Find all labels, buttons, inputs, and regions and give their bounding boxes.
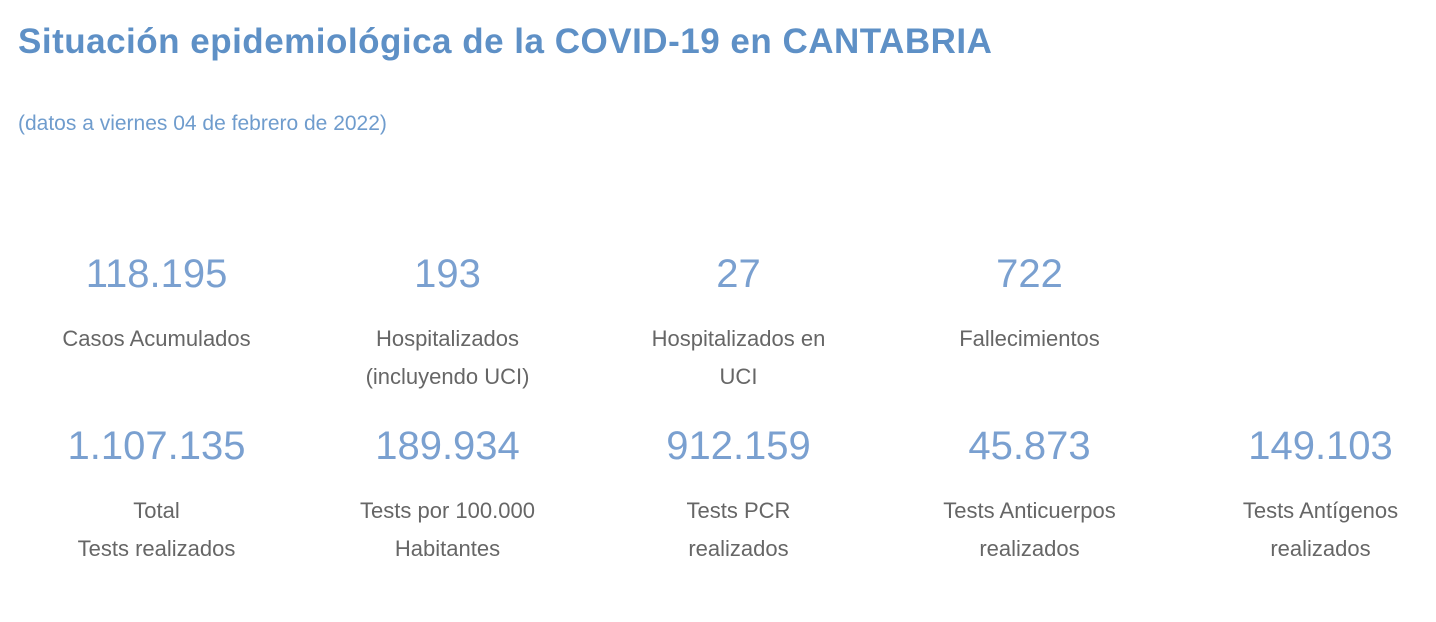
- stat-label: Tests PCR realizados: [593, 492, 884, 568]
- stat-label-line1: Tests por 100.000: [360, 498, 535, 524]
- stat-card-hospitalizados-uci: 27 Hospitalizados en UCI: [593, 252, 884, 396]
- stat-value: 189.934: [375, 424, 520, 469]
- page-subtitle: (datos a viernes 04 de febrero de 2022): [18, 112, 387, 136]
- stat-label: Tests Antígenos realizados: [1175, 492, 1436, 568]
- stat-label: Fallecimientos: [884, 320, 1175, 396]
- stat-label-line2: realizados: [688, 536, 789, 562]
- stat-label-line1: Tests Antígenos: [1242, 498, 1399, 524]
- stat-label-line2: [11, 358, 302, 396]
- stat-label: Casos Acumulados: [11, 320, 302, 396]
- stat-label-line2: Habitantes: [394, 536, 501, 562]
- stat-label-line2: UCI: [719, 364, 758, 390]
- stat-value: 45.873: [968, 424, 1091, 469]
- stat-label: Tests Anticuerpos realizados: [884, 492, 1175, 568]
- stat-card-tests-pcr: 912.159 Tests PCR realizados: [593, 424, 884, 568]
- stat-label: Hospitalizados (incluyendo UCI): [302, 320, 593, 396]
- stat-value: 912.159: [666, 424, 811, 469]
- stat-value: 1.107.135: [67, 424, 246, 469]
- stat-card-total-tests: 1.107.135 Total Tests realizados: [11, 424, 302, 568]
- stat-value: 118.195: [85, 252, 228, 297]
- stats-row-1: 118.195 Casos Acumulados 193 Hospitaliza…: [11, 252, 1436, 396]
- stat-card-tests-100000: 189.934 Tests por 100.000 Habitantes: [302, 424, 593, 568]
- stat-label-line1: Fallecimientos: [959, 326, 1100, 352]
- stat-label-line1: Casos Acumulados: [62, 326, 251, 352]
- stat-label-line1: Hospitalizados: [375, 326, 520, 352]
- stat-label-line2: [884, 358, 1175, 396]
- stat-label: Tests por 100.000 Habitantes: [302, 492, 593, 568]
- stats-section: 118.195 Casos Acumulados 193 Hospitaliza…: [0, 252, 1436, 568]
- stat-label-line2: realizados: [979, 536, 1080, 562]
- stat-card-tests-antigenos: 149.103 Tests Antígenos realizados: [1175, 424, 1436, 568]
- stat-value: 149.103: [1248, 424, 1393, 469]
- stat-card-fallecimientos: 722 Fallecimientos: [884, 252, 1175, 396]
- stat-card-casos-acumulados: 118.195 Casos Acumulados: [11, 252, 302, 396]
- stat-label-line1: Tests Anticuerpos: [943, 498, 1116, 524]
- stat-card-tests-anticuerpos: 45.873 Tests Anticuerpos realizados: [884, 424, 1175, 568]
- stat-label-line2: realizados: [1270, 536, 1371, 562]
- page-title: Situación epidemiológica de la COVID-19 …: [18, 22, 993, 61]
- stats-row-2: 1.107.135 Total Tests realizados 189.934…: [11, 424, 1436, 568]
- stat-value: 27: [716, 252, 761, 297]
- stat-label-line2: Tests realizados: [77, 536, 236, 562]
- stat-label: Total Tests realizados: [11, 492, 302, 568]
- stat-value: 722: [996, 252, 1063, 297]
- stat-label-line2: (incluyendo UCI): [365, 364, 530, 390]
- stat-label-line1: Tests PCR: [686, 498, 791, 524]
- stat-label-line1: Total: [133, 498, 180, 524]
- stat-card-hospitalizados: 193 Hospitalizados (incluyendo UCI): [302, 252, 593, 396]
- stat-label: Hospitalizados en UCI: [593, 320, 884, 396]
- stat-value: 193: [414, 252, 481, 297]
- stat-label-line1: Hospitalizados en: [651, 326, 826, 352]
